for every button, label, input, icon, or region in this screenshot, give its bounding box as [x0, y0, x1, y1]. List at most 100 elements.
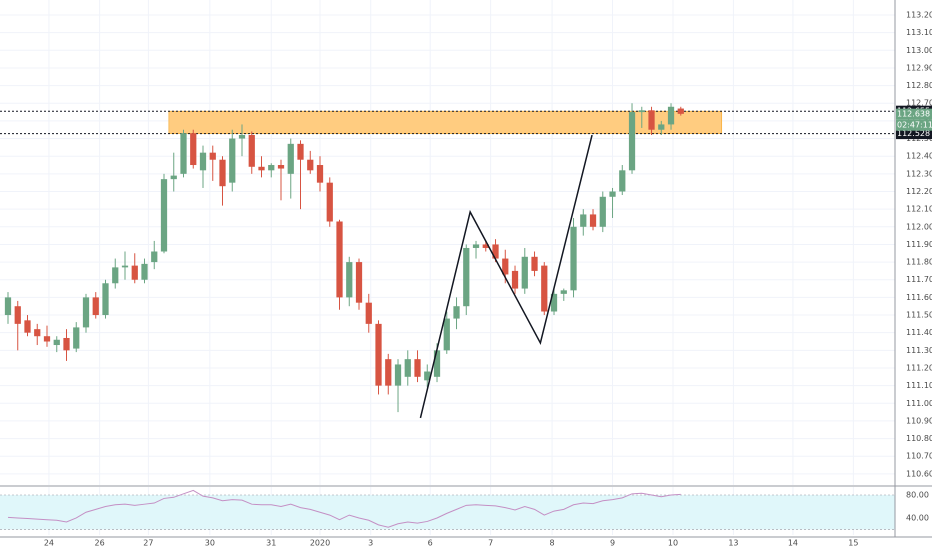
candle-body	[229, 138, 236, 183]
x-tick-label: 13	[728, 539, 738, 548]
x-tick-label: 3	[368, 539, 373, 548]
y-tick-label: 111.200	[906, 363, 932, 372]
candle-body	[677, 108, 684, 114]
candle-body	[316, 165, 324, 183]
candle-body	[160, 179, 168, 252]
x-tick-label: 30	[205, 539, 215, 548]
candle-body	[404, 359, 411, 377]
candle-body	[502, 258, 509, 275]
candle-body	[355, 262, 363, 303]
y-tick-label: 113.000	[906, 46, 932, 55]
candle-body	[570, 226, 577, 291]
candle-body	[443, 318, 450, 351]
y-tick-label: 111.300	[906, 346, 932, 355]
candle-body	[34, 329, 41, 337]
y-tick-label: 113.200	[906, 11, 932, 20]
y-tick-label: 111.800	[906, 258, 932, 267]
candle-body	[287, 143, 294, 174]
candle-body	[336, 221, 343, 298]
candle-body	[541, 265, 548, 312]
rsi-line	[7, 489, 681, 528]
candle-body	[550, 293, 558, 312]
y-tick-label: 112.400	[906, 152, 932, 161]
candle-body	[180, 133, 187, 174]
candle-body	[609, 191, 616, 197]
y-tick-label: 112.900	[906, 63, 932, 72]
candle-body	[268, 165, 275, 171]
last-price-label: 112.638	[897, 110, 930, 119]
candle-body	[433, 350, 441, 377]
rsi-tick-label: 80.00	[906, 490, 929, 499]
x-tick-label: 27	[143, 539, 153, 548]
candle-body	[170, 175, 177, 180]
y-tick-label: 112.800	[906, 81, 932, 90]
candle-body	[375, 323, 382, 386]
candle-body	[297, 143, 304, 160]
y-tick-label: 112.300	[906, 169, 932, 178]
candle-body	[102, 283, 109, 316]
candle-body	[560, 290, 567, 294]
candle-body	[82, 297, 90, 328]
candle-body	[248, 135, 255, 167]
candle-body	[492, 244, 499, 259]
x-tick-label: 26	[95, 539, 105, 548]
y-tick-label: 111.100	[906, 381, 932, 390]
candle-body	[472, 244, 480, 248]
x-tick-label: 7	[488, 539, 493, 548]
candle-body	[53, 339, 60, 346]
candle-body	[112, 267, 119, 284]
y-tick-label: 112.700	[906, 99, 932, 108]
candle-body	[43, 336, 51, 342]
candle-body	[238, 135, 246, 139]
candle-body	[141, 263, 148, 280]
resistance-zone	[168, 110, 723, 134]
candle-body	[63, 337, 70, 351]
candle-body	[209, 152, 216, 160]
y-tick-label: 110.900	[906, 416, 932, 425]
candle-body	[190, 133, 197, 166]
x-tick-label: 6	[428, 539, 433, 548]
y-tick-label: 111.000	[906, 399, 932, 408]
candle-body	[619, 170, 626, 192]
x-tick-label: 9	[610, 539, 615, 548]
candle-body	[258, 166, 265, 171]
x-tick-label: 8	[550, 539, 555, 548]
trend-drawing	[419, 134, 593, 419]
candle-body	[219, 159, 226, 187]
rsi-band	[0, 494, 895, 530]
candle-body	[463, 247, 470, 307]
candle-body	[648, 110, 655, 130]
candle-body	[511, 270, 519, 289]
y-tick-label: 111.700	[906, 275, 932, 284]
candle-body	[638, 110, 645, 113]
x-tick-label: 24	[44, 539, 54, 548]
x-tick-label: 31	[266, 539, 276, 548]
candle-body	[24, 320, 31, 333]
y-tick-label: 110.700	[906, 452, 932, 461]
candle-body	[667, 106, 675, 125]
candle-body	[121, 265, 129, 268]
candle-body	[580, 214, 587, 227]
zone-bottom-label: 112.528	[897, 129, 930, 138]
countdown: 02:47:11	[897, 121, 932, 130]
candle-body	[385, 359, 392, 386]
candle-body	[453, 306, 460, 319]
zone-bottom-label-box	[896, 128, 932, 140]
y-tick-label: 111.900	[906, 240, 932, 249]
y-tick-label: 111.500	[906, 311, 932, 320]
candle-body	[199, 152, 207, 171]
candle-body	[531, 256, 538, 271]
candle-body	[658, 124, 665, 130]
candle-body	[346, 262, 353, 298]
candle-body	[414, 359, 421, 377]
y-tick-label: 110.600	[906, 469, 932, 478]
y-tick-label: 111.400	[906, 328, 932, 337]
x-tick-label: 14	[788, 539, 798, 548]
candle-body	[482, 244, 489, 248]
candle-body	[521, 256, 528, 289]
candle-body	[92, 297, 99, 316]
candle-body	[151, 251, 158, 263]
candle-body	[14, 306, 21, 324]
rsi-tick-label: 40.00	[906, 513, 929, 522]
